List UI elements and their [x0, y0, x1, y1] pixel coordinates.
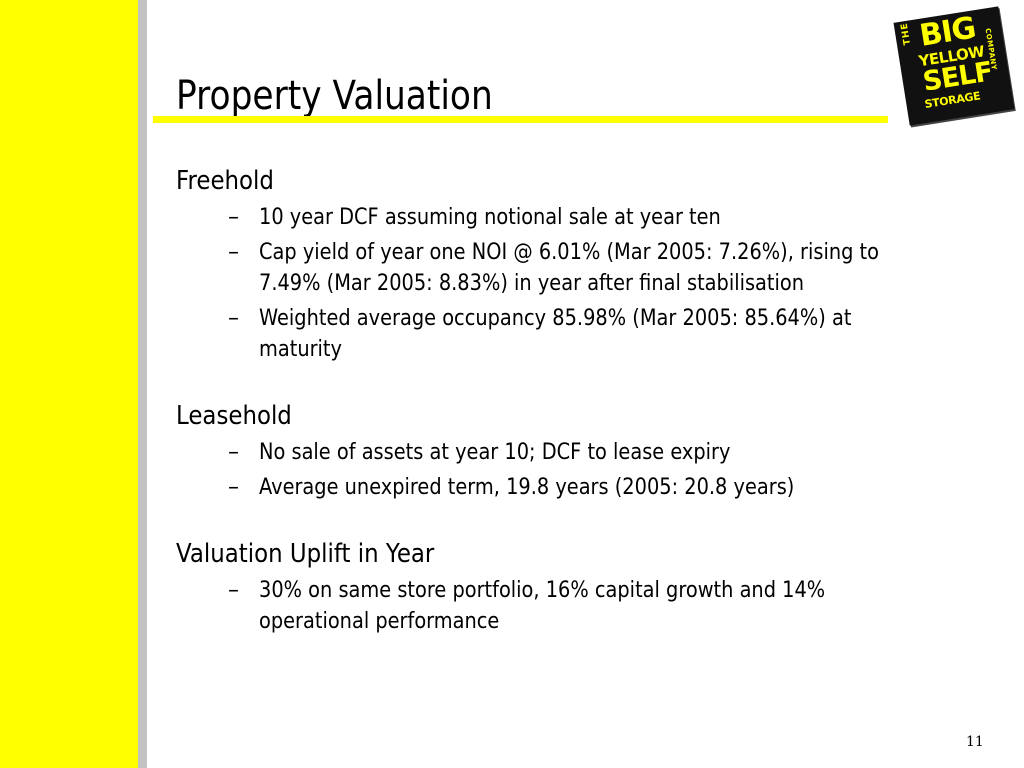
section-heading-valuation-uplift: Valuation Uplift in Year — [176, 539, 435, 569]
bullet-text: 10 year DCF assuming notional sale at ye… — [259, 205, 721, 230]
bullet-dash: – — [228, 440, 239, 465]
left-band-shadow — [138, 0, 147, 768]
section-gap — [176, 365, 956, 399]
bullet-text: 30% on same store portfolio, 16% capital… — [259, 578, 826, 634]
bullet-text: Cap yield of year one NOI @ 6.01% (Mar 2… — [259, 240, 879, 296]
bullet-dash: – — [228, 475, 239, 500]
big-yellow-self-storage-logo: THE BIG YELLOW SELF STORAGE COMPANY — [893, 6, 1015, 126]
slide-content: Freehold – 10 year DCF assuming notional… — [176, 164, 956, 637]
bullet-item: – Weighted average occupancy 85.98% (Mar… — [176, 303, 956, 365]
bullet-dash: – — [228, 578, 239, 603]
bullet-dash: – — [228, 205, 239, 230]
bullet-item: – Cap yield of year one NOI @ 6.01% (Mar… — [176, 237, 956, 299]
bullet-dash: – — [228, 240, 239, 265]
bullet-text: No sale of assets at year 10; DCF to lea… — [259, 440, 731, 465]
bullet-item: – No sale of assets at year 10; DCF to l… — [176, 437, 956, 468]
title-underline — [153, 116, 888, 123]
bullet-item: – 10 year DCF assuming notional sale at … — [176, 202, 956, 233]
bullet-item: – 30% on same store portfolio, 16% capit… — [176, 575, 956, 637]
left-yellow-band — [0, 0, 138, 768]
bullet-dash: – — [228, 306, 239, 331]
bullet-item: – Average unexpired term, 19.8 years (20… — [176, 472, 956, 503]
bullet-text: Weighted average occupancy 85.98% (Mar 2… — [259, 306, 852, 362]
bullet-text: Average unexpired term, 19.8 years (2005… — [259, 475, 795, 500]
page-number: 11 — [966, 734, 984, 750]
section-heading-leasehold: Leasehold — [176, 401, 292, 431]
section-heading-freehold: Freehold — [176, 166, 274, 196]
logo-the-text: THE — [899, 21, 914, 46]
slide-title: Property Valuation — [176, 73, 493, 119]
section-gap — [176, 503, 956, 537]
